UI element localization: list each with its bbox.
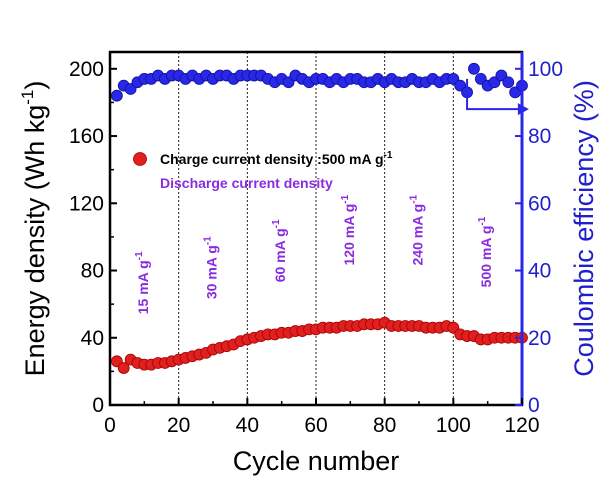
y-tick-label: 40	[81, 327, 104, 350]
current-density-label: 120 mA g-1	[340, 194, 357, 265]
y-axis-title-main: Energy density (Wh kg	[20, 105, 50, 377]
y-tick-label: 80	[81, 260, 104, 283]
current-density-sup: -1	[477, 216, 488, 225]
y-tick-label: 200	[69, 58, 104, 81]
efficiency-point	[502, 76, 515, 89]
y-tick-label: 160	[69, 125, 104, 148]
y-axis-title-tail: )	[20, 81, 50, 90]
current-density-sup: -1	[408, 194, 419, 203]
legend-discharge-label: Discharge current density	[160, 175, 333, 191]
axis-ticks: 0 20 40 60 80 100 1200408012016020002040608010…	[69, 58, 563, 437]
x-tick-label: 80	[373, 414, 396, 437]
current-density-sup: -1	[134, 251, 145, 260]
arrow-line	[466, 78, 520, 111]
coulombic-series	[110, 62, 528, 102]
legend-charge-sup: -1	[384, 150, 393, 161]
y2-tick-label: 20	[528, 327, 551, 350]
y2-tick-label: 100	[528, 58, 563, 81]
x-tick-label: 100	[436, 414, 471, 437]
x-tick-label: 40	[236, 414, 259, 437]
x-axis-title: Cycle number	[233, 446, 400, 476]
y2-tick-label: 40	[528, 260, 551, 283]
y-axis-title-sup: -1	[18, 90, 37, 105]
current-density-sup: -1	[271, 219, 282, 228]
y-axis-title: Energy density (Wh kg-1)	[18, 81, 50, 377]
y2-tick-label: 60	[528, 192, 551, 215]
legend-charge-marker	[133, 152, 147, 166]
arrow-head	[517, 103, 529, 116]
legend: Charge current density :500 mA g-1 Discha…	[133, 150, 393, 191]
y2-tick-label: 0	[528, 394, 540, 417]
current-density-sup: -1	[202, 236, 213, 245]
y-tick-label: 120	[69, 192, 104, 215]
y-tick-label: 0	[92, 394, 104, 417]
current-density-label: 240 mA g-1	[408, 194, 425, 265]
x-tick-label: 20	[167, 414, 190, 437]
section-dividers	[178, 52, 454, 405]
efficiency-point	[110, 89, 123, 102]
legend-charge-label: Charge current density :500 mA g-1	[160, 150, 393, 167]
charge-point	[117, 362, 130, 374]
charge-series	[110, 316, 528, 374]
y2-axis-title: Coulombic efficiency (%)	[569, 80, 599, 377]
current-density-label: 15 mA g-1	[134, 251, 151, 314]
efficiency-axis-arrow	[466, 78, 529, 116]
x-tick-label: 60	[304, 414, 327, 437]
x-tick-label: 0	[104, 414, 116, 437]
x-tick-label: 120	[504, 414, 539, 437]
efficiency-point	[468, 62, 480, 75]
current-density-labels: 15 mA g-1 30 mA g-1 60 mA g-1 120 mA g-1 240…	[134, 194, 494, 314]
current-density-label: 60 mA g-1	[271, 219, 288, 282]
y2-tick-label: 80	[528, 125, 551, 148]
current-density-label: 500 mA g-1	[477, 216, 494, 287]
current-density-label: 30 mA g-1	[202, 236, 219, 299]
current-density-sup: -1	[340, 194, 351, 203]
